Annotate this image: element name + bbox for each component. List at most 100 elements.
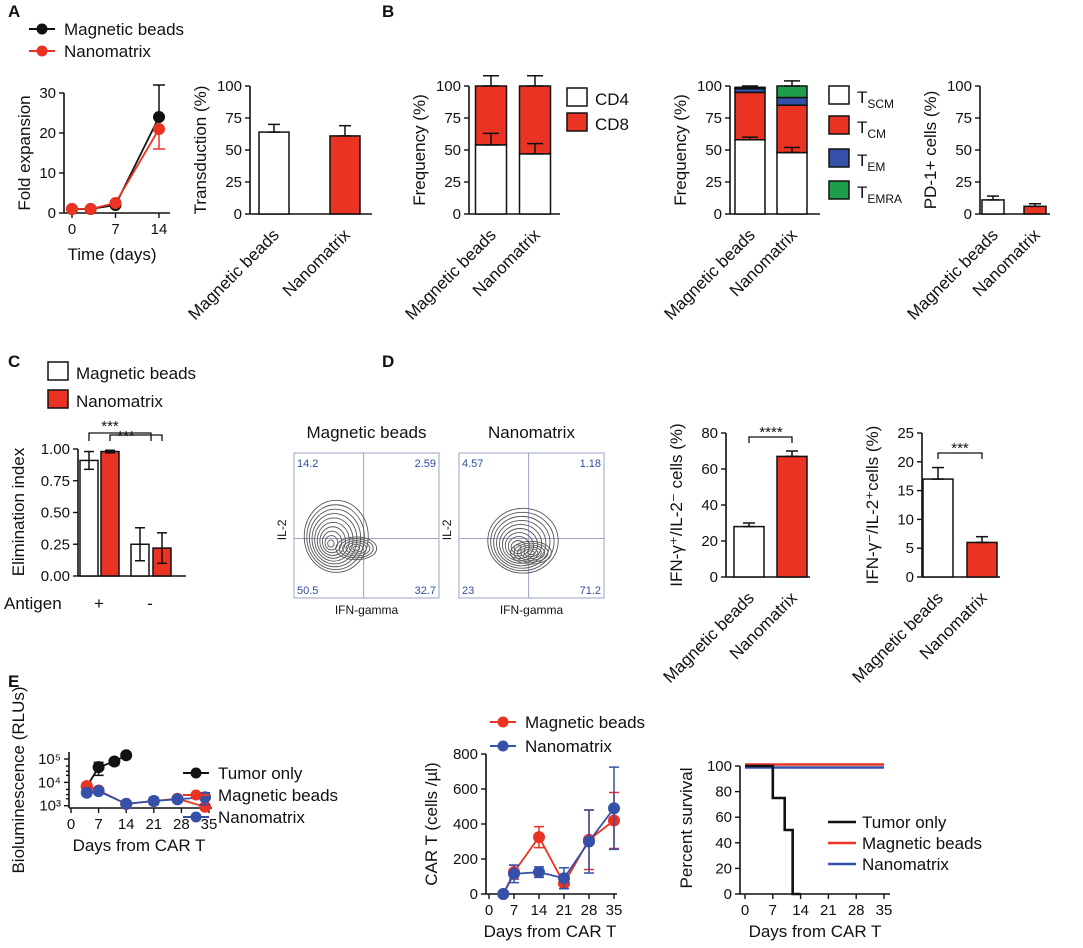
D2-contour [490, 511, 555, 572]
B2-segment-TSCM [776, 151, 808, 215]
B1-legend-cd4-swatch [566, 87, 588, 107]
D1-contour [335, 536, 378, 561]
B1-y-tick-label: 25 [444, 174, 461, 191]
C-legend-magnetic-beads-swatch [47, 361, 69, 381]
B2-legend-temra-label: TEMRA [857, 183, 902, 206]
E3-y-tick-label: 80 [715, 784, 732, 801]
B2-segment-TEMRA [776, 85, 808, 99]
E2-point-Nanomatrix [508, 867, 520, 880]
B2-legend-temra-swatch [828, 180, 850, 200]
D3-y-tick-label: 20 [701, 533, 718, 550]
D3-sig: **** [759, 424, 783, 441]
B2-y-tick-label: 50 [705, 142, 722, 159]
A1-series-Magnetic beads [72, 116, 160, 210]
D2-contours [487, 507, 559, 574]
chart-E1: 10³ 10⁴ 10⁵ 0 7 14 21 28 35 Days from CAR T Biolum… [9, 686, 338, 873]
B2-segment-TCM [776, 104, 808, 154]
chart-D2: Nanomatrix IFN-gamma IL-2 4.57 1.18 23 71.2 [440, 423, 605, 617]
A2-y-tick-label: 25 [225, 174, 242, 191]
A2-category-label: Magnetic beads [185, 225, 283, 323]
chart-D1: Magnetic beads IFN-gamma IL-2 14.2 2.59 50.5 3… [275, 423, 440, 617]
D1-contour [342, 540, 371, 557]
E1-legend-2-marker [190, 811, 202, 823]
C-legend-magnetic-beads-label: Magnetic beads [76, 364, 196, 383]
E2-y-tick-label: 0 [470, 886, 478, 903]
E3-x-tick-label: 28 [848, 902, 865, 919]
B3-y-tick-label: 75 [955, 110, 972, 127]
B2-segment-TSCM [734, 139, 766, 215]
E2-point-Nanomatrix [608, 802, 620, 815]
C-y-tick-label: 0.50 [41, 505, 70, 522]
E2-y-tick-label: 800 [453, 746, 478, 763]
B1-legend-cd8-swatch [566, 112, 588, 132]
A2-y-tick-label: 75 [225, 110, 242, 127]
B1-segment-CD4 [474, 144, 508, 215]
D1-quadrant-ur: 2.59 [415, 458, 436, 470]
E1-legend-1-label: Magnetic beads [218, 786, 338, 805]
B3-y-tick-label: 50 [955, 142, 972, 159]
A1-point-Magnetic beads [153, 111, 165, 123]
B3-y-tick-label: 0 [964, 206, 972, 223]
D4-y-tick-label: 25 [897, 425, 914, 442]
A2-y-tick-label: 50 [225, 142, 242, 159]
D4-sig: *** [951, 440, 969, 457]
E2-y-tick-label: 400 [453, 816, 478, 833]
B1-segment-CD4 [518, 153, 552, 215]
C-group-minus: - [147, 594, 153, 613]
E3-legend-label-2: Nanomatrix [862, 855, 949, 874]
E2-point-Nanomatrix [497, 888, 510, 900]
E1-x-tick-label: 7 [94, 816, 102, 833]
D4-bar-2 [966, 541, 998, 578]
C-sig-bracket [88, 432, 152, 441]
A1-point-Nanomatrix [84, 203, 97, 215]
A2-y-tick-label: 0 [234, 206, 242, 223]
E3-x-label: Days from CAR T [749, 922, 882, 941]
E1-legend-1-marker [190, 789, 202, 801]
C-y-label: Elimination index [9, 447, 28, 576]
D1-contour [338, 538, 374, 559]
E1-point-Nanomatrix [171, 793, 184, 806]
E2-legend-magnetic-beads-marker [497, 716, 509, 728]
chart-A2: 0 25 50 75 100 Transduction (%) Magnetic beads… [185, 78, 372, 324]
E2-point-Nanomatrix [558, 872, 570, 885]
A1-legend-magnetic-beads-marker [36, 23, 48, 35]
E3-x-tick-label: 0 [741, 902, 749, 919]
E3-y-label: Percent survival [677, 768, 696, 889]
E3-legend-label-0: Tumor only [862, 813, 947, 832]
chart-A1: 0 10 20 30 0 7 14 Time (days) Fold expansion Magn… [15, 20, 184, 264]
D2-contour [501, 528, 539, 562]
E1-y-tick-label: 10⁴ [38, 774, 61, 791]
D3-bar-1 [733, 525, 765, 578]
A1-x-tick-label: 14 [151, 221, 168, 238]
A2-bar-1 [258, 131, 290, 215]
B2-legend-tem-label: TEM [857, 151, 885, 174]
D2-contour [510, 540, 552, 565]
E1-point-Tumor only [92, 761, 105, 774]
B3-y-tick-label: 25 [955, 174, 972, 191]
D2-contour [520, 546, 542, 559]
E3-series-Tumor only [745, 764, 801, 896]
E3-y-tick-label: 40 [715, 835, 732, 852]
B2-y-label: Frequency (%) [671, 94, 690, 205]
E2-x-tick-label: 35 [606, 902, 623, 919]
E2-y-label: CAR T (cells /µl) [422, 762, 441, 885]
D4-sig-bracket [937, 452, 983, 459]
B2-y-tick-label: 25 [705, 174, 722, 191]
A1-y-tick-label: 0 [48, 205, 56, 222]
B1-legend-cd8-label: CD8 [595, 115, 629, 134]
A2-bar-2 [329, 135, 361, 215]
D1-contour [303, 499, 369, 573]
D1-x-label: IFN-gamma [335, 603, 399, 617]
panel-label-D: D [382, 352, 394, 371]
E3-x-tick-label: 14 [792, 902, 809, 919]
B1-segment-CD8 [518, 85, 552, 155]
chart-E3: 0 20 40 60 80 100 0 7 14 21 28 35 Days from CAR T Per… [677, 758, 982, 941]
A1-x-tick-label: 0 [68, 221, 76, 238]
A1-legend-magnetic-beads-label: Magnetic beads [64, 20, 184, 39]
B1-y-tick-label: 0 [453, 206, 461, 223]
A1-x-tick-label: 7 [111, 221, 119, 238]
C-legend-nanomatrix-label: Nanomatrix [76, 392, 163, 411]
E1-y-tick-label: 10⁵ [38, 751, 61, 768]
